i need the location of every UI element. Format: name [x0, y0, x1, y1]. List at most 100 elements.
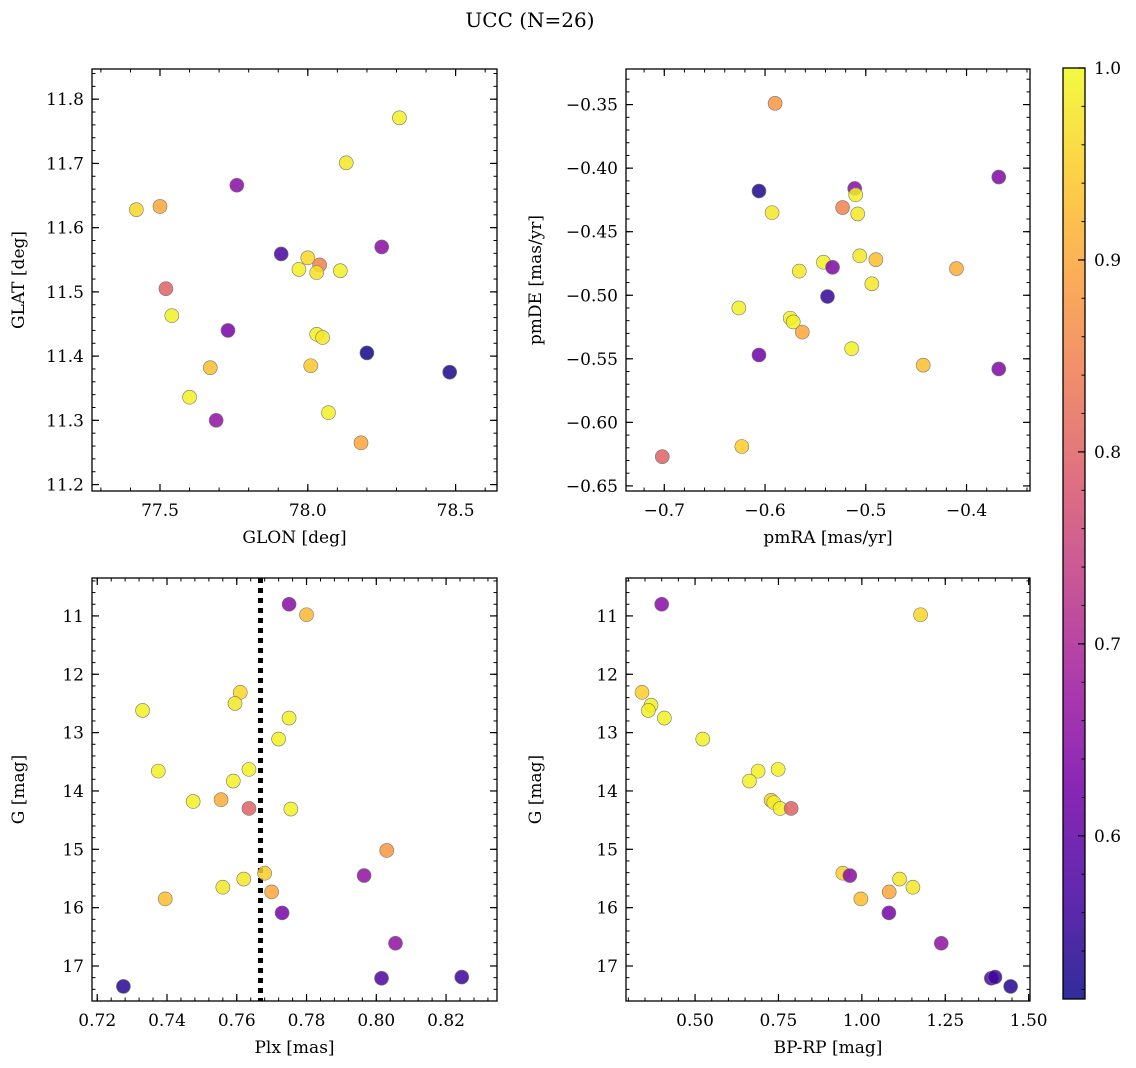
colorbar-tick-label: 0.8	[1094, 443, 1121, 463]
data-point	[321, 405, 336, 420]
data-point	[949, 261, 964, 276]
data-point	[273, 246, 289, 262]
data-point	[767, 96, 783, 111]
data-point	[281, 710, 297, 726]
colorbar-tick-label: 1.0	[1094, 59, 1121, 79]
data-point	[881, 905, 897, 921]
y-tick-label: 13	[596, 724, 618, 744]
y-tick-label: −0.35	[566, 96, 618, 116]
y-tick-label: 17	[62, 957, 84, 977]
data-point	[634, 685, 650, 700]
colorbar-tick-label: 0.9	[1094, 251, 1121, 271]
panel-plx-g: 0.72 0.74 0.76 0.78 0.80 0.82 11 12 13 14 15 16 17 Pl…	[9, 577, 498, 1058]
y-tick-label: −0.60	[566, 413, 618, 433]
x-tick-label: 0.50	[676, 1011, 714, 1031]
axes-frame	[91, 68, 498, 492]
y-tick-label: −0.50	[566, 286, 618, 306]
data-point	[751, 183, 767, 199]
data-point	[241, 762, 257, 777]
data-point	[850, 206, 866, 222]
data-point	[182, 389, 197, 405]
data-point	[220, 323, 236, 338]
y-tick-label: −0.65	[566, 477, 618, 497]
y-tick-label: −0.45	[566, 223, 618, 243]
data-point	[315, 330, 330, 345]
data-point	[783, 801, 799, 816]
data-point	[852, 248, 868, 264]
figure-title: UCC (N=26)	[465, 8, 594, 32]
y-axis-label: GLAT [deg]	[9, 231, 29, 329]
data-point	[881, 884, 897, 900]
x-tick-label: 1.25	[926, 1011, 964, 1031]
axes-frame	[91, 577, 498, 1002]
y-tick-label: 17	[596, 957, 618, 977]
data-point	[356, 868, 372, 883]
panel-bprp-g: 0.50 0.75 1.00 1.25 1.50 11 12 13 14 15 16 17 BP-RP …	[526, 577, 1048, 1058]
y-tick-label: −0.55	[566, 350, 618, 370]
axes-frame	[625, 68, 1031, 492]
colorbar: 0.6 0.7 0.8 0.9 1.0	[1062, 59, 1121, 1000]
y-tick-label: 14	[62, 782, 84, 802]
y-axis-label: G [mag]	[9, 755, 29, 824]
x-tick-label: 77.5	[141, 501, 179, 521]
y-tick-label: 11	[62, 607, 84, 627]
x-axis-label: GLON [deg]	[242, 528, 346, 548]
data-point	[734, 439, 750, 454]
data-point	[215, 879, 231, 895]
axes-frame	[625, 577, 1031, 1002]
x-axis-label: Plx [mas]	[254, 1038, 334, 1058]
data-point	[135, 703, 150, 718]
x-tick-label: −0.5	[845, 501, 886, 521]
x-tick-label: 1.00	[843, 1011, 881, 1031]
x-axis-label: pmRA [mas/yr]	[763, 528, 892, 548]
data-point	[374, 239, 390, 255]
data-point	[300, 250, 316, 266]
data-point	[185, 794, 201, 809]
data-point	[695, 731, 711, 747]
data-point	[657, 710, 672, 726]
data-point	[388, 935, 403, 951]
data-point	[129, 202, 144, 217]
y-tick-label: 15	[596, 840, 618, 860]
data-point	[208, 413, 224, 428]
data-point	[933, 935, 949, 951]
data-point	[202, 360, 218, 375]
y-tick-label: 12	[596, 665, 618, 685]
data-point	[654, 449, 670, 464]
data-point	[991, 361, 1007, 377]
data-point	[1003, 979, 1018, 994]
data-point	[257, 865, 272, 881]
data-point	[825, 259, 840, 275]
x-axis-label: BP-RP [mag]	[774, 1038, 883, 1058]
data-point	[236, 871, 252, 887]
x-tick-label: 0.82	[427, 1011, 465, 1031]
y-tick-label: 12	[62, 665, 84, 685]
colorbar-tick-label: 0.6	[1094, 827, 1121, 847]
y-tick-label: 11.6	[46, 219, 84, 239]
y-tick-label: 11.4	[46, 347, 84, 367]
data-point	[164, 308, 180, 323]
data-point	[853, 891, 869, 907]
data-point	[454, 969, 470, 985]
data-point	[116, 979, 131, 994]
data-point	[731, 300, 747, 316]
data-point	[987, 969, 1003, 985]
data-point	[303, 358, 319, 374]
x-tick-label: 0.78	[288, 1011, 326, 1031]
x-tick-label: −0.7	[644, 501, 685, 521]
data-point	[868, 252, 884, 267]
y-tick-label: 11.3	[46, 411, 84, 431]
data-point	[764, 205, 780, 220]
colorbar-gradient	[1062, 67, 1086, 1000]
data-point	[271, 731, 286, 747]
data-point	[785, 314, 801, 330]
data-point	[374, 970, 389, 986]
x-tick-label: 78.0	[289, 501, 327, 521]
y-tick-label: −0.40	[566, 159, 618, 179]
data-point	[283, 801, 299, 817]
data-point	[274, 905, 290, 921]
data-point	[791, 263, 807, 279]
x-tick-label: 0.75	[760, 1011, 798, 1031]
data-point	[229, 177, 245, 193]
data-point	[309, 265, 324, 280]
